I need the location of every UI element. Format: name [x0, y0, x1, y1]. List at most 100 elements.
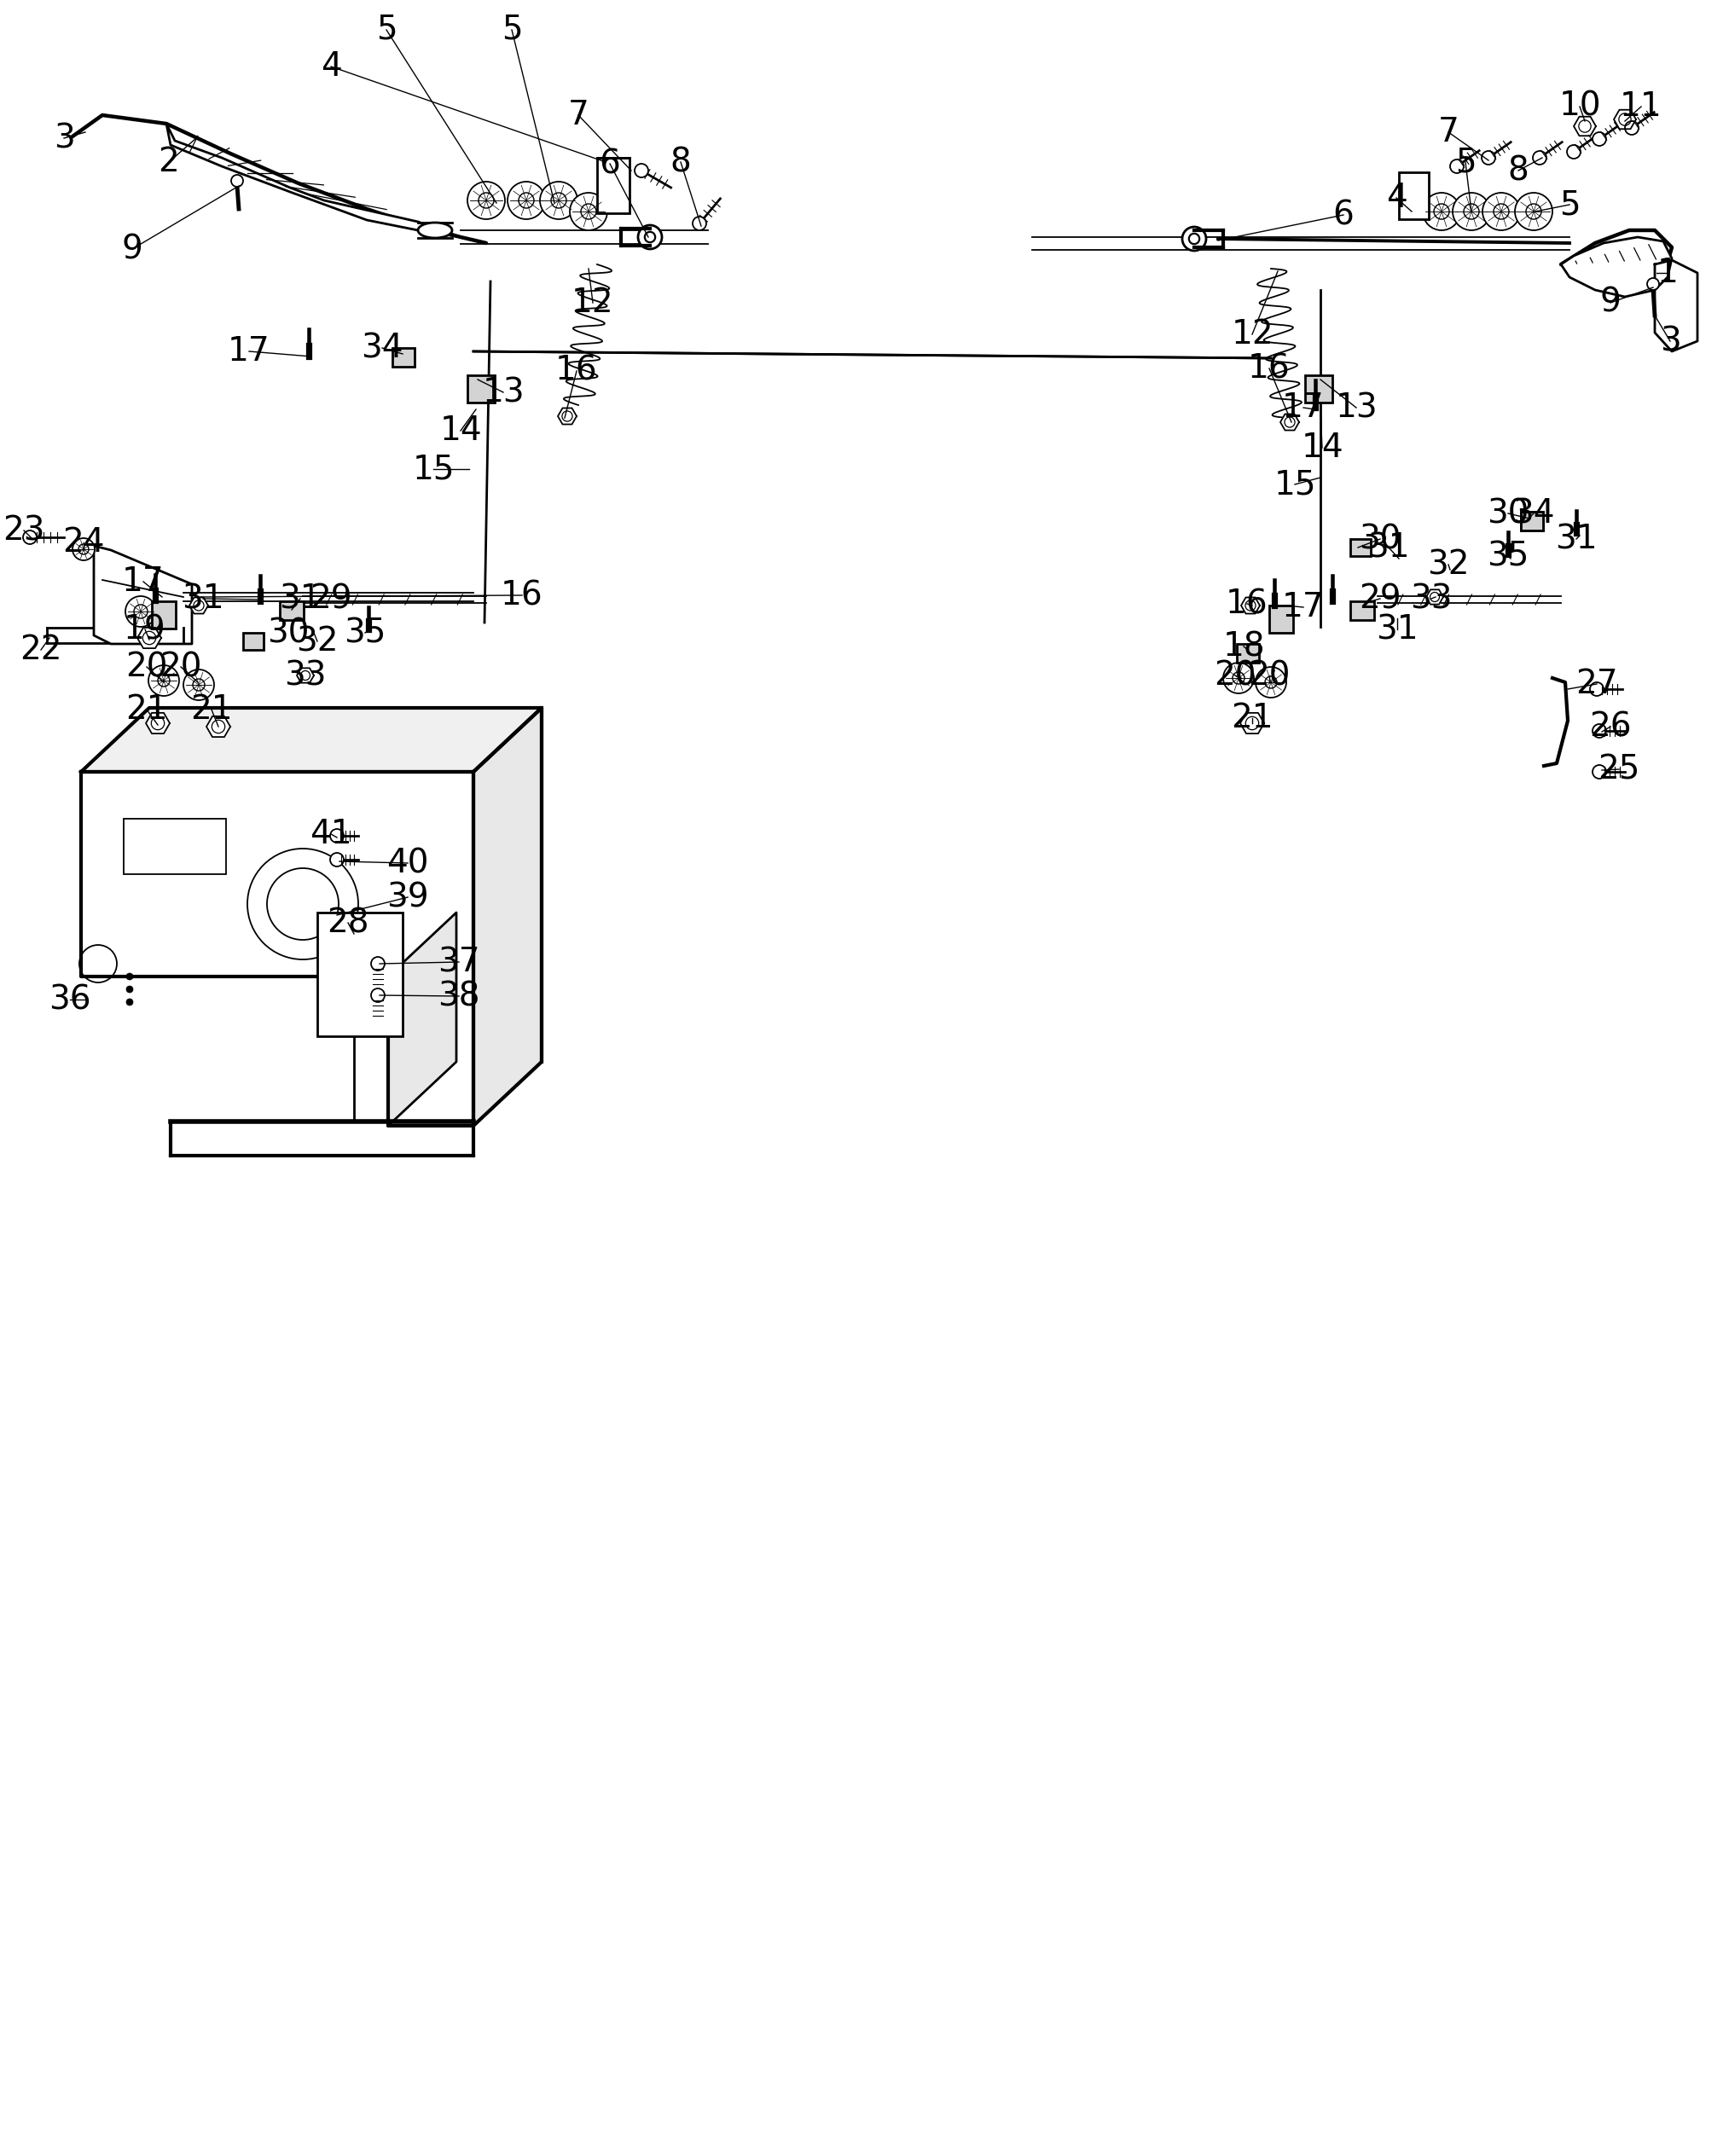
Polygon shape	[137, 627, 161, 649]
Bar	[1350, 602, 1375, 621]
Text: 34: 34	[1513, 498, 1554, 530]
Text: 29: 29	[309, 582, 353, 614]
Text: 12: 12	[572, 287, 614, 319]
Text: 21: 21	[126, 694, 168, 727]
Text: 21: 21	[190, 694, 233, 727]
Text: 10: 10	[1558, 91, 1601, 123]
Polygon shape	[1241, 597, 1260, 614]
Text: 11: 11	[1620, 91, 1662, 123]
Text: 36: 36	[48, 983, 92, 1015]
Circle shape	[149, 666, 180, 696]
Text: 30: 30	[1487, 498, 1528, 530]
Text: 9: 9	[1599, 287, 1622, 319]
Text: 5: 5	[1454, 147, 1477, 179]
Text: 39: 39	[387, 882, 429, 914]
Text: 20: 20	[126, 651, 168, 683]
Polygon shape	[1240, 714, 1264, 733]
Polygon shape	[1613, 110, 1636, 129]
Text: 31: 31	[278, 582, 322, 614]
Circle shape	[126, 597, 156, 627]
Text: 14: 14	[439, 414, 482, 446]
Text: 31: 31	[1368, 530, 1409, 563]
Text: 5: 5	[375, 13, 398, 45]
Bar	[124, 819, 226, 873]
Text: 32: 32	[296, 625, 339, 658]
Text: 7: 7	[1439, 116, 1459, 149]
Circle shape	[126, 998, 133, 1005]
Text: 22: 22	[19, 634, 62, 666]
Circle shape	[1515, 192, 1553, 231]
Polygon shape	[145, 714, 169, 733]
Text: 3: 3	[54, 123, 74, 155]
Circle shape	[1592, 765, 1606, 778]
Circle shape	[467, 181, 505, 220]
Ellipse shape	[418, 222, 451, 237]
Text: 30: 30	[1359, 522, 1400, 556]
Text: 35: 35	[1487, 539, 1528, 571]
Bar	[280, 602, 304, 621]
Text: 8: 8	[1508, 155, 1528, 188]
Polygon shape	[206, 716, 230, 737]
Text: 21: 21	[1231, 703, 1273, 735]
Circle shape	[635, 164, 648, 177]
Text: 30: 30	[268, 617, 309, 649]
Circle shape	[126, 972, 133, 981]
Polygon shape	[166, 123, 460, 237]
Bar	[467, 375, 494, 403]
Text: 37: 37	[437, 946, 481, 979]
Bar	[1522, 511, 1542, 530]
Circle shape	[539, 181, 577, 220]
Bar	[244, 634, 263, 649]
Text: 16: 16	[501, 580, 543, 612]
Polygon shape	[93, 545, 192, 645]
Circle shape	[638, 224, 662, 250]
Text: 32: 32	[1426, 548, 1470, 580]
Text: 29: 29	[1359, 582, 1400, 614]
Circle shape	[1592, 132, 1606, 147]
Circle shape	[1222, 662, 1254, 694]
Circle shape	[1625, 121, 1639, 134]
Text: 14: 14	[1300, 431, 1343, 464]
Text: 18: 18	[1222, 630, 1266, 662]
Text: 23: 23	[3, 515, 45, 548]
Text: 15: 15	[412, 453, 455, 485]
Circle shape	[1451, 160, 1464, 172]
Circle shape	[330, 828, 344, 843]
Text: 4: 4	[1385, 181, 1407, 213]
Circle shape	[1534, 151, 1546, 164]
Text: 34: 34	[361, 332, 403, 364]
Text: 17: 17	[1283, 591, 1324, 623]
Text: 2: 2	[159, 147, 180, 179]
Text: 13: 13	[1335, 392, 1378, 425]
Text: 19: 19	[124, 612, 166, 645]
Text: 7: 7	[567, 99, 590, 132]
Text: 8: 8	[671, 147, 692, 179]
Text: 41: 41	[309, 817, 353, 849]
Text: 35: 35	[344, 617, 386, 649]
Text: 16: 16	[1226, 589, 1269, 621]
Circle shape	[571, 192, 607, 231]
Text: 17: 17	[228, 334, 270, 367]
Bar	[152, 602, 176, 630]
Text: 20: 20	[1214, 660, 1257, 692]
Circle shape	[1592, 724, 1606, 737]
Polygon shape	[81, 707, 541, 772]
Circle shape	[247, 849, 358, 959]
Bar	[597, 157, 629, 213]
Circle shape	[372, 957, 384, 970]
Polygon shape	[1573, 116, 1596, 136]
Circle shape	[1566, 144, 1580, 160]
Circle shape	[1482, 192, 1520, 231]
Text: 31: 31	[1376, 612, 1418, 645]
Text: 1: 1	[1656, 257, 1679, 289]
Polygon shape	[1426, 589, 1444, 604]
Text: 25: 25	[1598, 752, 1641, 785]
Bar	[1269, 606, 1293, 634]
Text: 3: 3	[1660, 326, 1681, 358]
Circle shape	[508, 181, 545, 220]
Circle shape	[1423, 192, 1461, 231]
Text: 5: 5	[1560, 188, 1580, 220]
Circle shape	[1482, 151, 1496, 164]
Text: 20: 20	[1248, 660, 1290, 692]
Bar	[1350, 539, 1371, 556]
